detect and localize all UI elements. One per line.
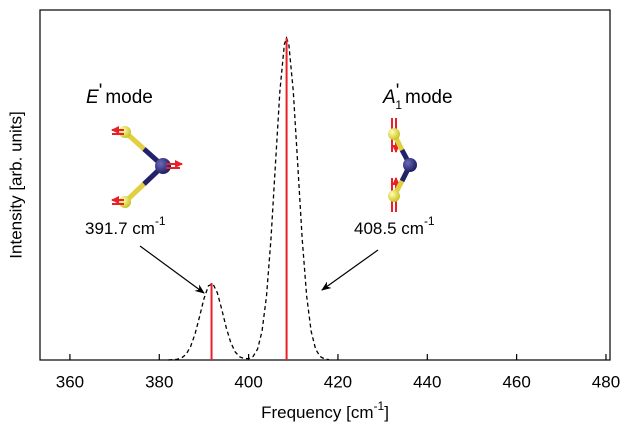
annotation-e-freq: 391.7 cm-1 bbox=[85, 214, 166, 238]
x-tick-label: 360 bbox=[56, 372, 84, 391]
annotation-arrow bbox=[139, 245, 205, 294]
molecule-a-mode bbox=[388, 118, 417, 212]
x-tick-label: 460 bbox=[502, 372, 530, 391]
annotation-a-mode: A' 1 mode bbox=[382, 81, 453, 112]
annotation-a-freq: 408.5 cm-1 bbox=[354, 214, 435, 238]
annotation-e-mode: E' mode bbox=[86, 81, 153, 108]
x-axis-label: Frequency [cm-1] bbox=[261, 399, 389, 422]
x-tick-label: 420 bbox=[324, 372, 352, 391]
x-tick-label: 380 bbox=[145, 372, 173, 391]
plot-frame bbox=[39, 9, 611, 361]
annotation-arrow bbox=[321, 249, 379, 291]
x-tick-label: 480 bbox=[592, 372, 620, 391]
spectrum-curve bbox=[168, 36, 330, 361]
y-axis-label: Intensity [arb. units] bbox=[6, 111, 25, 258]
x-tick-label: 400 bbox=[234, 372, 262, 391]
molecule-e-mode bbox=[111, 126, 183, 208]
x-tick-label: 440 bbox=[413, 372, 441, 391]
